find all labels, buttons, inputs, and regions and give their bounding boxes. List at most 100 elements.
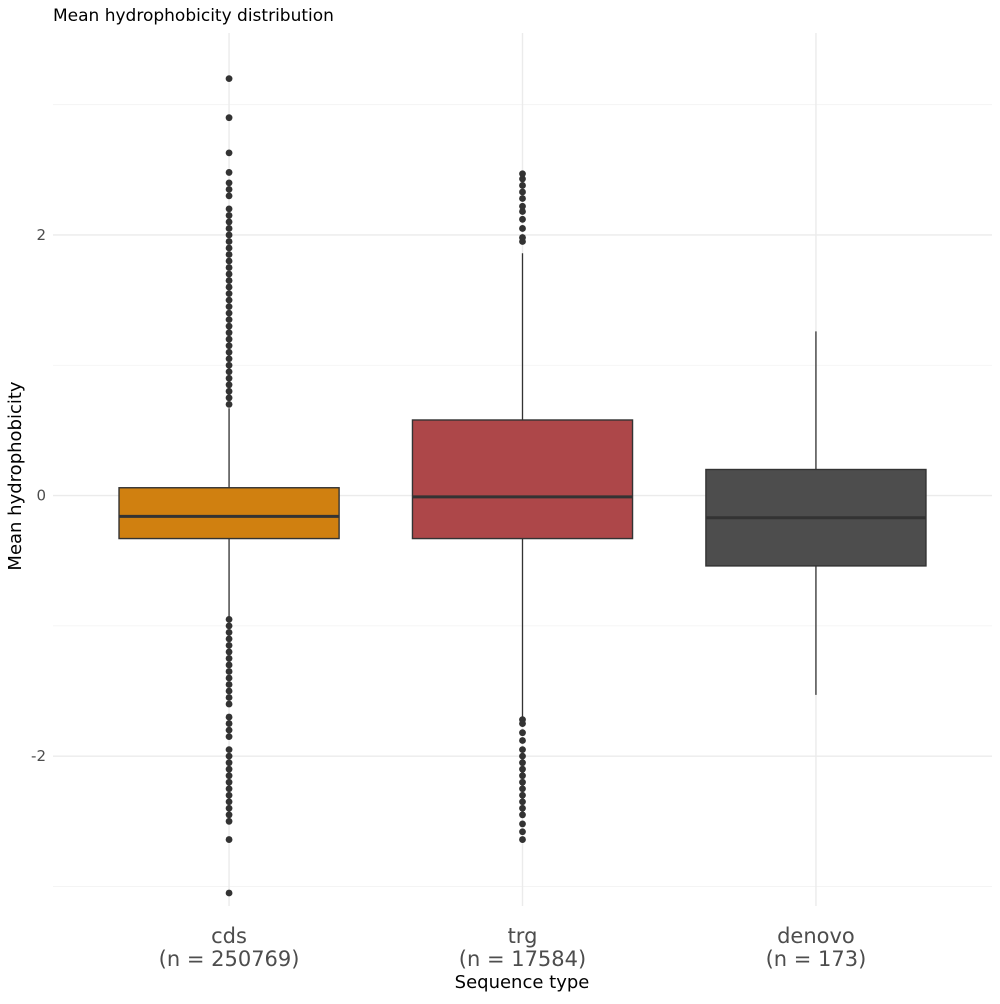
outlier-point: [225, 225, 233, 232]
outlier-point: [225, 179, 233, 187]
outlier-point: [225, 374, 233, 382]
outlier-point: [225, 303, 233, 311]
ticks-layer: -2 0 2 cds(n = 250769) trg(n = 17584) denovo(…: [31, 226, 866, 971]
outlier-point: [225, 149, 233, 157]
outlier-point: [225, 655, 233, 662]
outlier-point: [225, 661, 233, 669]
outlier-point: [225, 791, 233, 799]
outlier-point: [519, 175, 526, 183]
outlier-point: [225, 361, 233, 369]
outlier-point: [225, 674, 233, 682]
outlier-point: [519, 202, 526, 210]
outlier-point: [519, 720, 526, 727]
y-tick-label: 2: [36, 226, 46, 244]
outlier-point: [519, 778, 526, 786]
outlier-point: [225, 316, 233, 324]
outlier-point: [225, 400, 233, 408]
outlier-point: [225, 257, 233, 265]
outlier-point: [225, 329, 233, 337]
outlier-point: [519, 170, 526, 178]
outlier-point: [225, 192, 233, 200]
outlier-point: [225, 700, 233, 708]
outlier-point: [519, 765, 526, 773]
outlier-point: [519, 195, 526, 202]
box-body: [118, 487, 340, 540]
outlier-point: [225, 238, 233, 245]
x-tick-count-label: (n = 250769): [159, 947, 300, 971]
outlier-point: [225, 205, 233, 213]
outlier-point: [225, 713, 233, 721]
outlier-point: [225, 889, 233, 897]
outlier-point: [225, 309, 233, 317]
outlier-point: [225, 212, 233, 219]
outlier-point: [225, 296, 233, 304]
outlier-point: [225, 231, 233, 239]
outlier-point: [519, 785, 526, 793]
outlier-point: [225, 277, 233, 284]
outlier-point: [225, 694, 233, 701]
outlier-point: [225, 75, 233, 83]
y-tick-label: -2: [31, 747, 46, 765]
outlier-point: [519, 208, 526, 215]
outlier-point: [225, 251, 233, 258]
outlier-point: [225, 668, 233, 675]
outlier-point: [519, 746, 526, 754]
outlier-point: [225, 648, 233, 656]
outlier-point: [225, 355, 233, 363]
boxes-layer: [118, 75, 927, 897]
outlier-point: [225, 635, 233, 643]
x-tick-count-label: (n = 173): [766, 947, 867, 971]
outlier-point: [519, 804, 526, 812]
outlier-point: [225, 681, 233, 688]
outlier-point: [519, 729, 526, 737]
outlier-point: [225, 628, 233, 636]
outlier-point: [225, 264, 233, 271]
outlier-point: [225, 798, 233, 806]
outlier-point: [225, 778, 233, 786]
outlier-point: [225, 244, 233, 252]
x-tick-label: cds: [211, 924, 247, 948]
outlier-point: [519, 215, 526, 223]
outlier-point: [225, 726, 233, 734]
outlier-point: [225, 348, 233, 356]
outlier-point: [225, 746, 233, 754]
outlier-point: [225, 817, 233, 825]
outlier-point: [519, 828, 526, 836]
outlier-point: [519, 737, 526, 744]
outlier-point: [225, 368, 233, 376]
outlier-point: [225, 804, 233, 812]
box-trg: [411, 170, 634, 843]
outlier-point: [225, 218, 233, 226]
box-cds: [118, 75, 340, 897]
y-axis-title: Mean hydrophobicity: [5, 381, 26, 570]
outlier-point: [225, 765, 233, 773]
y-tick-label: 0: [36, 487, 46, 505]
outlier-point: [225, 387, 233, 395]
outlier-point: [225, 322, 233, 330]
outlier-point: [225, 381, 233, 389]
outlier-point: [519, 772, 526, 780]
outlier-point: [225, 394, 233, 402]
outlier-point: [225, 114, 233, 122]
outlier-point: [225, 642, 233, 649]
outlier-point: [225, 772, 233, 780]
outlier-point: [519, 225, 526, 232]
outlier-point: [225, 270, 233, 278]
outlier-point: [519, 791, 526, 799]
x-tick-label: trg: [508, 924, 538, 948]
outlier-point: [225, 811, 233, 819]
chart-title: Mean hydrophobicity distribution: [53, 6, 334, 26]
outlier-point: [519, 188, 526, 196]
box-body: [411, 419, 634, 540]
x-tick-count-label: (n = 17584): [459, 947, 586, 971]
outlier-point: [519, 811, 526, 819]
outlier-point: [225, 342, 233, 350]
outlier-point: [519, 234, 526, 241]
box-denovo: [705, 331, 927, 695]
outlier-point: [225, 283, 233, 291]
outlier-point: [225, 752, 233, 760]
outlier-point: [519, 820, 526, 828]
outlier-point: [225, 290, 233, 297]
x-tick-label: denovo: [777, 924, 855, 948]
